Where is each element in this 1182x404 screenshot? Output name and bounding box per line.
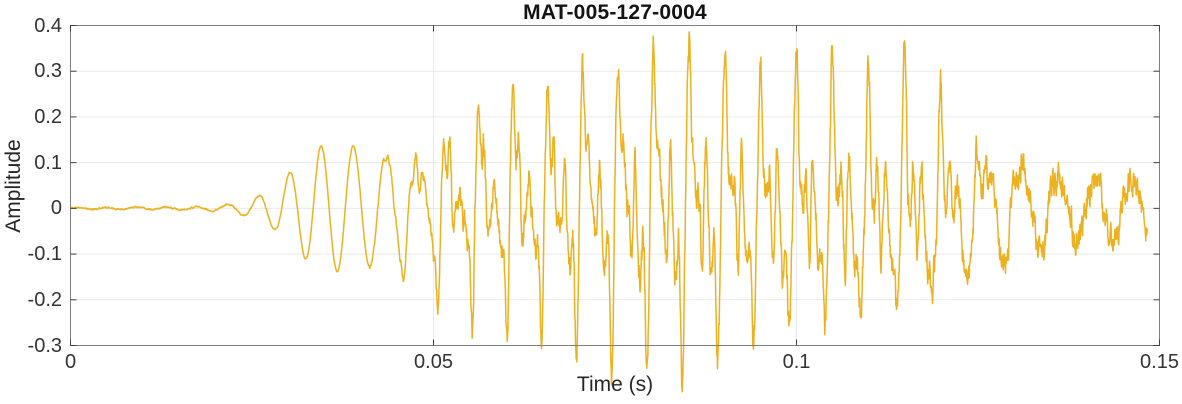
axes-box bbox=[70, 25, 1160, 346]
y-tick-label: 0.1 bbox=[34, 151, 62, 174]
y-tick-label: -0.3 bbox=[27, 334, 62, 357]
y-tick-label: -0.1 bbox=[27, 243, 62, 266]
x-axis-label: Time (s) bbox=[576, 373, 654, 396]
y-tick-label: 0 bbox=[50, 197, 62, 220]
plot-title: MAT-005-127-0004 bbox=[523, 1, 707, 24]
x-tick-label: 0.15 bbox=[1140, 351, 1179, 373]
y-tick-label: 0.4 bbox=[34, 14, 62, 37]
y-tick-label: 0.2 bbox=[34, 105, 62, 128]
waveform-line bbox=[69, 31, 1148, 393]
x-tick-label: 0 bbox=[64, 351, 77, 373]
x-tick-label: 0.05 bbox=[414, 351, 453, 373]
y-tick-label: 0.3 bbox=[34, 60, 62, 83]
x-tick-label: 0.1 bbox=[782, 351, 811, 373]
y-tick-label: -0.2 bbox=[27, 288, 62, 311]
y-tick-labels: -0.3 -0.2 -0.1 0 0.1 0.2 0.3 0.4 bbox=[0, 0, 62, 404]
